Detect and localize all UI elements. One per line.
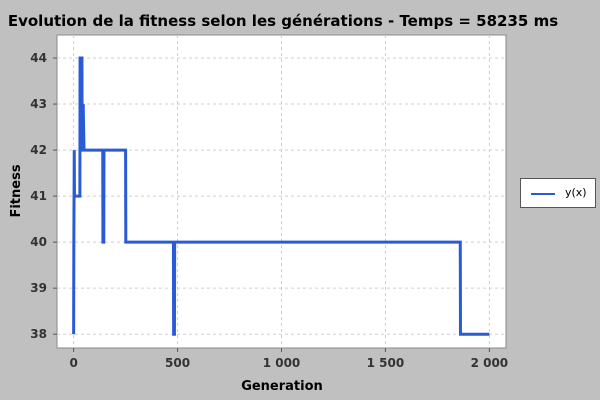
y-tick-label: 42: [30, 143, 47, 157]
axes: 0 500 1 000 1 500 2 000 38 39 40 41 42 43 44: [30, 51, 508, 370]
x-axis-label: Generation: [241, 379, 323, 394]
legend-label: y(x): [565, 186, 587, 199]
y-tick-label: 40: [30, 235, 47, 249]
x-tick-label: 0: [69, 356, 77, 370]
y-tick-label: 44: [30, 51, 47, 65]
y-tick-label: 43: [30, 97, 47, 111]
y-tick-label: 41: [30, 189, 47, 203]
legend: y(x): [520, 178, 596, 208]
x-tick-label: 1 000: [263, 356, 301, 370]
y-tick-label: 38: [30, 327, 47, 341]
legend-swatch: [531, 193, 555, 195]
x-tick-label: 500: [165, 356, 190, 370]
series-line: [72, 56, 490, 336]
y-tick-label: 39: [30, 281, 47, 295]
x-tick-label: 2 000: [471, 356, 509, 370]
y-axis-label: Fitness: [9, 164, 24, 217]
grid: [57, 35, 506, 348]
x-tick-label: 1 500: [367, 356, 405, 370]
chart-title: Evolution de la fitness selon les généra…: [7, 12, 559, 30]
